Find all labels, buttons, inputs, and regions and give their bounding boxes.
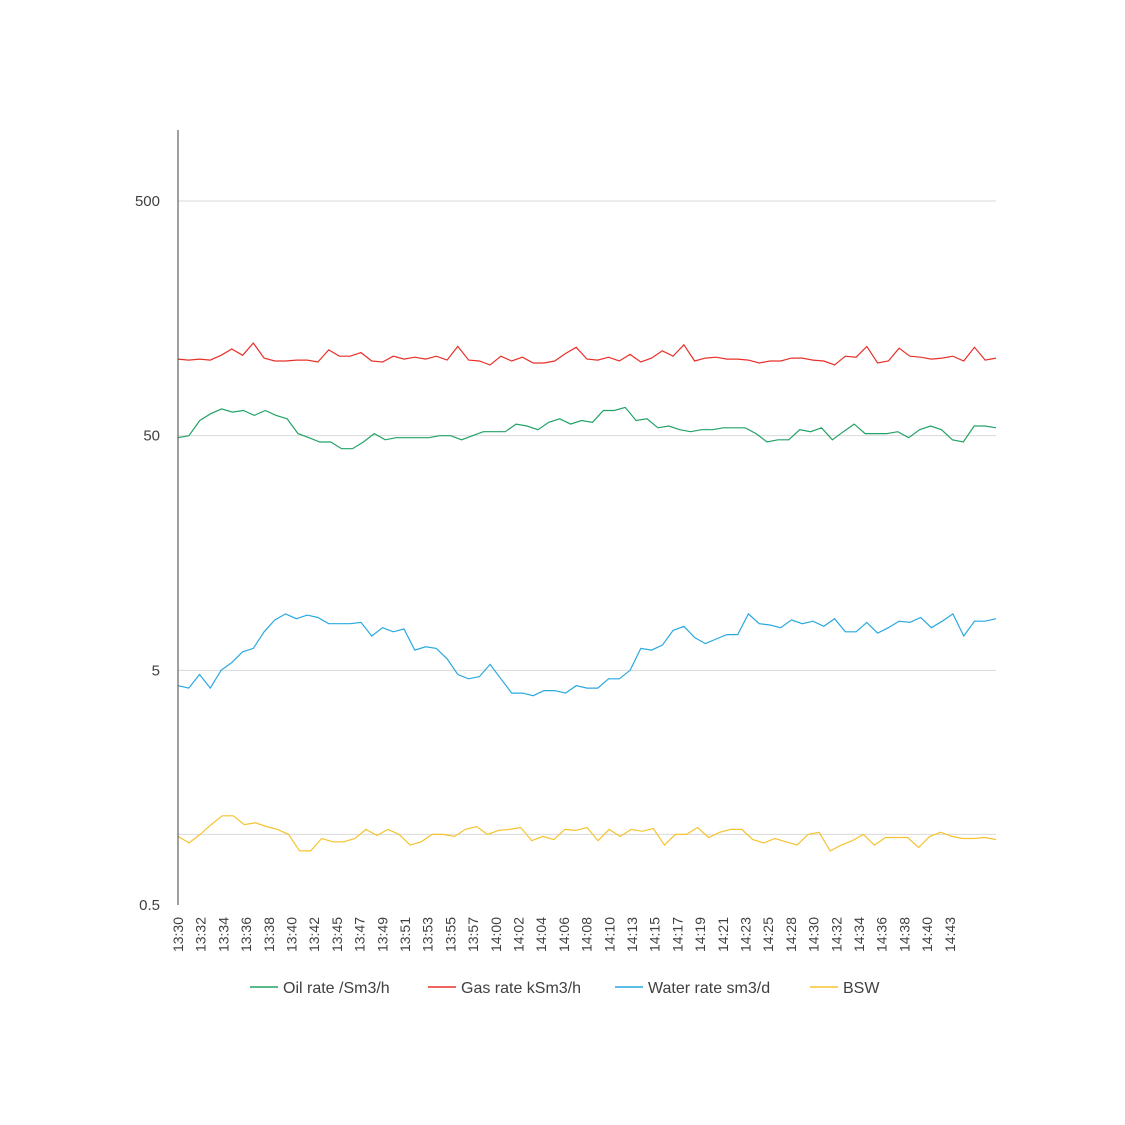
x-tick-label: 14:00 [488, 917, 504, 952]
x-tick-label: 13:36 [238, 917, 254, 952]
x-tick-label: 14:40 [919, 917, 935, 952]
x-tick-label: 13:57 [465, 917, 481, 952]
legend-label: BSW [843, 980, 880, 997]
x-tick-label: 14:36 [874, 917, 890, 952]
x-tick-label: 13:42 [306, 917, 322, 952]
x-tick-label: 13:49 [374, 917, 390, 952]
y-tick-label: 50 [143, 428, 160, 445]
x-tick-label: 14:38 [896, 917, 912, 952]
x-tick-label: 13:40 [284, 917, 300, 952]
x-tick-label: 14:32 [828, 917, 844, 952]
x-tick-label: 14:43 [942, 917, 958, 952]
x-tick-label: 13:55 [442, 917, 458, 952]
gridlines [178, 200, 996, 835]
x-tick-label: 14:04 [533, 917, 549, 952]
x-tick-label: 14:17 [669, 917, 685, 952]
y-tick-label: 5 [152, 662, 160, 679]
x-tick-label: 13:32 [193, 917, 209, 952]
legend-label: Oil rate /Sm3/h [283, 980, 390, 997]
x-tick-label: 13:51 [397, 917, 413, 952]
y-tick-label: 0.5 [139, 897, 160, 914]
x-tick-label: 14:10 [601, 917, 617, 952]
legend-label: Water rate sm3/d [648, 980, 770, 997]
series-line [177, 612, 997, 697]
x-tick-label: 13:45 [329, 917, 345, 952]
legend: Oil rate /Sm3/h Gas rate kSm3/h Water rate… [250, 980, 880, 997]
x-tick-label: 14:30 [806, 917, 822, 952]
series-lines [177, 342, 997, 852]
x-tick-label: 13:30 [170, 917, 186, 952]
x-tick-label: 13:53 [420, 917, 436, 952]
x-tick-label: 13:34 [215, 917, 231, 952]
y-tick-label: 500 [135, 193, 160, 210]
series-line [177, 406, 997, 450]
x-tick-label: 14:23 [738, 917, 754, 952]
x-tick-label: 14:25 [760, 917, 776, 952]
x-tick-label: 14:08 [579, 917, 595, 952]
legend-label: Gas rate kSm3/h [461, 980, 581, 997]
x-tick-label: 13:47 [352, 917, 368, 952]
y-axis-ticks: 0.5 5 50 500 [135, 193, 160, 914]
x-tick-label: 14:02 [511, 917, 527, 952]
x-tick-label: 14:28 [783, 917, 799, 952]
x-tick-label: 14:34 [851, 917, 867, 952]
series-line [177, 342, 997, 366]
x-tick-label: 14:06 [556, 917, 572, 952]
x-tick-label: 13:38 [261, 917, 277, 952]
x-tick-label: 14:15 [647, 917, 663, 952]
x-tick-label: 14:13 [624, 917, 640, 952]
x-tick-label: 14:21 [715, 917, 731, 952]
x-tick-label: 14:19 [692, 917, 708, 952]
series-line [177, 815, 997, 852]
x-axis-ticks: 13:30 13:32 13:34 13:36 13:38 13:40 13:42 13:45… [170, 917, 958, 952]
